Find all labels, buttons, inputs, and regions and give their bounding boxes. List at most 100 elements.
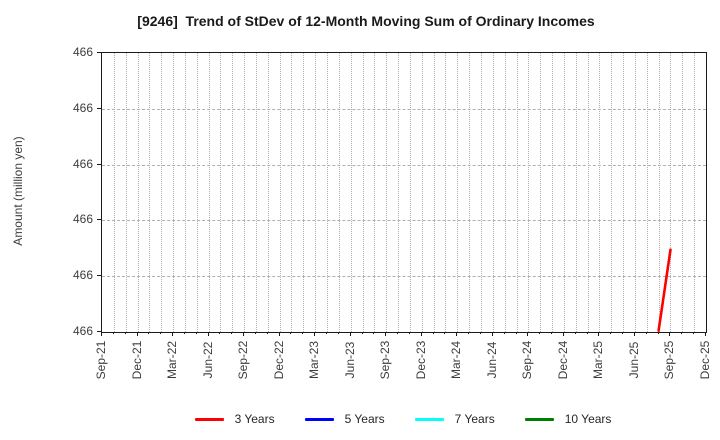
x-minor-tick <box>610 332 612 334</box>
vertical-gridline <box>457 53 459 332</box>
x-tick-label: Mar-25 <box>591 340 606 380</box>
chart-legend: 3 Years 5 Years 7 Years 10 Years <box>101 408 705 430</box>
vertical-gridline <box>303 53 305 332</box>
y-tick-label: 466 <box>72 324 93 338</box>
x-minor-tick <box>397 332 399 334</box>
x-major-tick <box>633 332 635 336</box>
x-tick-label: Dec-25 <box>698 340 712 380</box>
x-minor-tick <box>468 332 470 334</box>
x-minor-tick <box>160 332 162 334</box>
vertical-gridline <box>445 53 447 332</box>
x-major-tick <box>278 332 280 336</box>
vertical-gridline <box>433 53 435 332</box>
vertical-gridline <box>327 53 329 332</box>
x-major-tick <box>207 332 209 336</box>
vertical-gridline <box>220 53 222 332</box>
x-minor-tick <box>326 332 328 334</box>
x-tick-label: Jun-25 <box>626 341 641 379</box>
x-tick-label: Mar-23 <box>307 340 322 380</box>
x-minor-tick <box>337 332 339 334</box>
vertical-gridline <box>279 53 281 332</box>
chart-title: [9246] Trend of StDev of 12-Month Moving… <box>137 13 595 29</box>
vertical-gridline <box>362 53 364 332</box>
x-major-tick <box>598 332 600 336</box>
x-minor-tick <box>479 332 481 334</box>
vertical-gridline <box>634 53 636 332</box>
vertical-gridline <box>469 53 471 332</box>
y-major-tick <box>97 275 101 277</box>
vertical-gridline <box>563 53 565 332</box>
vertical-gridline <box>386 53 388 332</box>
x-minor-tick <box>302 332 304 334</box>
legend-line-swatch <box>304 417 334 421</box>
vertical-gridline <box>658 53 660 332</box>
legend-line-swatch <box>524 417 554 421</box>
vertical-gridline <box>338 53 340 332</box>
vertical-gridline <box>480 53 482 332</box>
x-major-tick <box>172 332 174 336</box>
x-tick-label: Mar-24 <box>449 340 464 380</box>
vertical-gridline <box>540 53 542 332</box>
vertical-gridline <box>149 53 151 332</box>
legend-line-swatch <box>194 417 224 421</box>
x-minor-tick <box>539 332 541 334</box>
legend-item: 10 Years <box>524 412 612 426</box>
vertical-gridline <box>552 53 554 332</box>
y-tick-label: 466 <box>72 45 93 59</box>
x-minor-tick <box>503 332 505 334</box>
horizontal-gridline <box>102 108 706 110</box>
series-line-3-years <box>657 248 672 332</box>
x-minor-tick <box>693 332 695 334</box>
vertical-gridline <box>504 53 506 332</box>
vertical-gridline <box>173 53 175 332</box>
x-tick-label: Sep-24 <box>520 340 535 380</box>
x-tick-label: Dec-22 <box>271 340 286 380</box>
x-tick-label: Jun-24 <box>484 341 499 379</box>
x-major-tick <box>705 332 706 336</box>
x-minor-tick <box>373 332 375 334</box>
vertical-gridline <box>516 53 518 332</box>
vertical-gridline <box>184 53 186 332</box>
x-major-tick <box>243 332 245 336</box>
y-major-tick <box>97 52 101 53</box>
horizontal-gridline <box>102 276 706 278</box>
y-major-tick <box>97 107 101 109</box>
x-tick-label: Jun-23 <box>342 341 357 379</box>
vertical-gridline <box>599 53 601 332</box>
x-minor-tick <box>195 332 197 334</box>
x-minor-tick <box>681 332 683 334</box>
x-tick-label: Mar-22 <box>165 340 180 380</box>
x-minor-tick <box>219 332 221 334</box>
y-major-tick <box>97 331 101 332</box>
legend-item: 7 Years <box>414 412 495 426</box>
x-minor-tick <box>657 332 659 334</box>
legend-label: 7 Years <box>454 412 495 426</box>
x-major-tick <box>527 332 529 336</box>
vertical-gridline <box>196 53 198 332</box>
x-minor-tick <box>231 332 233 334</box>
vertical-gridline <box>267 53 269 332</box>
vertical-gridline <box>694 53 696 332</box>
vertical-gridline <box>575 53 577 332</box>
horizontal-gridline <box>102 164 706 166</box>
x-tick-label: Sep-22 <box>236 340 251 380</box>
vertical-gridline <box>682 53 684 332</box>
vertical-gridline <box>208 53 210 332</box>
x-minor-tick <box>361 332 363 334</box>
x-minor-tick <box>148 332 150 334</box>
vertical-gridline <box>646 53 648 332</box>
x-minor-tick <box>515 332 517 334</box>
vertical-gridline <box>623 53 625 332</box>
vertical-gridline <box>291 53 293 332</box>
x-major-tick <box>349 332 351 336</box>
x-tick-label: Sep-25 <box>662 340 677 380</box>
legend-label: 10 Years <box>564 412 612 426</box>
x-minor-tick <box>112 332 114 334</box>
vertical-gridline <box>161 53 163 332</box>
x-minor-tick <box>290 332 292 334</box>
x-tick-label: Sep-21 <box>94 340 108 380</box>
plot-area <box>101 52 707 333</box>
y-axis-label: Amount (million yen) <box>11 136 25 246</box>
y-tick-label: 466 <box>72 156 93 171</box>
